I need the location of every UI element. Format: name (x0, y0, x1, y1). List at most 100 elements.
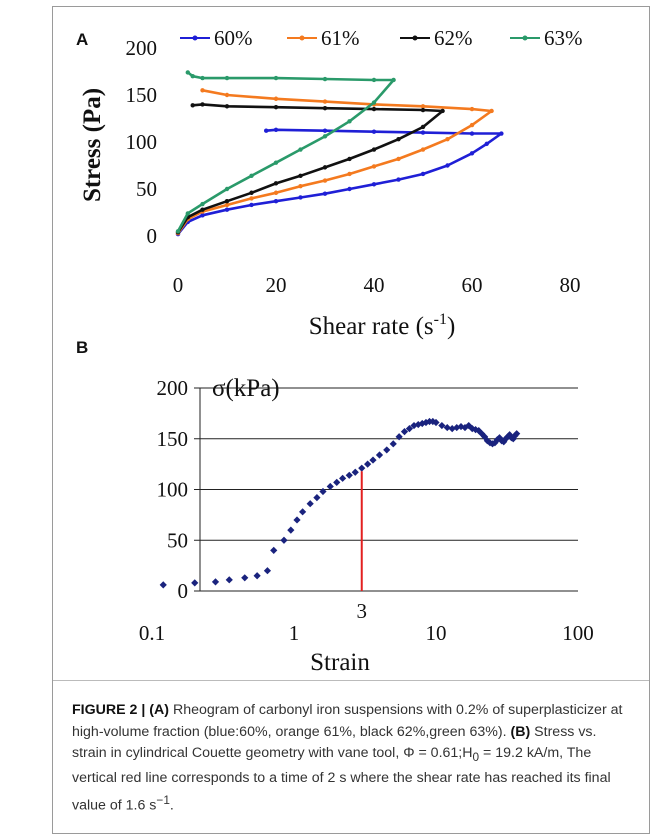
data-point (322, 178, 328, 183)
data-point (322, 76, 328, 82)
data-point (313, 494, 321, 502)
data-point (224, 92, 230, 98)
caption-text-b-pre: Stress vs. strain in cylindrical Couette… (72, 723, 597, 762)
data-point (396, 177, 401, 182)
series-line (176, 89, 493, 234)
data-point (420, 171, 426, 177)
panel-a-letter: A (76, 30, 89, 49)
data-point (200, 207, 205, 212)
data-point (224, 202, 230, 208)
legend-marker (299, 35, 305, 41)
data-point (383, 446, 391, 454)
marker-label: 3 (357, 599, 368, 623)
data-point (322, 191, 328, 196)
data-point (347, 156, 352, 162)
x-axis-label: Strain (310, 649, 370, 676)
data-point (273, 96, 279, 101)
data-point (445, 136, 450, 142)
data-point (273, 199, 279, 204)
data-point (224, 199, 230, 204)
caption-text-b-end: . (169, 797, 174, 814)
data-point (364, 460, 372, 468)
caption-text-a: Rheogram of carbonyl iron suspensions wi… (72, 702, 623, 740)
caption-text-b-sub: 0 (472, 749, 480, 764)
data-point (469, 122, 475, 128)
data-point (273, 105, 279, 110)
x-tick-label: 60 (462, 273, 483, 297)
data-point (249, 173, 254, 179)
data-point (389, 440, 397, 448)
data-point (391, 77, 396, 83)
data-point (414, 420, 422, 429)
data-point (273, 190, 279, 195)
x-tick-label: 10 (426, 621, 447, 645)
data-point (273, 127, 279, 132)
caption-text-b-mid: = 19.2 kA/m, The vertical red line corre… (72, 745, 611, 814)
data-point (319, 487, 327, 496)
caption-part-b: (B) (510, 723, 531, 740)
data-point (200, 75, 205, 81)
y-tick-label: 100 (157, 478, 189, 502)
data-point (448, 425, 456, 433)
data-point (420, 107, 426, 113)
data-point (159, 581, 167, 589)
data-point (224, 207, 230, 212)
data-point (293, 516, 301, 524)
data-point (326, 482, 334, 491)
data-point (420, 130, 426, 135)
series-line (176, 103, 444, 233)
data-point (396, 156, 401, 162)
y-tick-label: 50 (136, 177, 157, 201)
data-point (224, 104, 230, 109)
data-point (509, 435, 517, 443)
data-point (469, 151, 475, 156)
data-point (190, 103, 195, 108)
series-line (176, 128, 503, 235)
y-axis-label: Stress (Pa) (79, 88, 106, 202)
data-point (432, 418, 440, 427)
data-point (185, 211, 190, 216)
data-point (396, 136, 401, 142)
x-axis-label: Shear rate (s-1) (309, 311, 456, 340)
data-point (224, 186, 230, 192)
data-point (322, 128, 328, 133)
y-tick-label: 100 (126, 130, 158, 154)
x-tick-label: 40 (364, 273, 385, 297)
data-point (287, 526, 295, 534)
data-point (375, 451, 384, 459)
data-point (468, 425, 476, 433)
figure-frame (52, 6, 650, 834)
data-point (422, 418, 430, 427)
data-point (298, 173, 303, 179)
y-tick-label: 150 (157, 427, 189, 451)
data-point (298, 183, 303, 189)
figure-caption: FIGURE 2 | (A) Rheogram of carbonyl iron… (72, 700, 632, 817)
x-tick-label: 1 (289, 621, 300, 645)
y-axis-label: σ(kPa) (212, 375, 280, 402)
data-point (190, 74, 195, 79)
data-point (200, 88, 205, 93)
data-point (225, 576, 233, 584)
data-point (369, 456, 377, 464)
series-line (176, 71, 395, 232)
data-point (273, 181, 279, 186)
y-tick-label: 200 (157, 376, 189, 400)
data-point (371, 164, 377, 169)
data-point (339, 474, 347, 482)
data-point (420, 147, 426, 152)
legend-label: 61% (321, 26, 360, 50)
data-point (469, 106, 475, 112)
data-point (502, 435, 510, 443)
y-tick-label: 0 (147, 224, 158, 248)
stress-strain-chart: 0 50 100 150 200 0.1 1 10 100 σ(kPa) Strain 3 (139, 375, 594, 676)
data-point (347, 171, 352, 177)
caption-figure-label: FIGURE 2 | (72, 702, 146, 718)
data-point (347, 119, 352, 124)
data-point (445, 163, 450, 168)
panel-b-letter: B (76, 338, 89, 357)
data-point (420, 124, 426, 130)
caption-text-b-sup: −1 (156, 792, 170, 807)
legend-label: 62% (434, 26, 473, 50)
data-point (249, 196, 254, 201)
x-tick-label: 20 (266, 273, 287, 297)
